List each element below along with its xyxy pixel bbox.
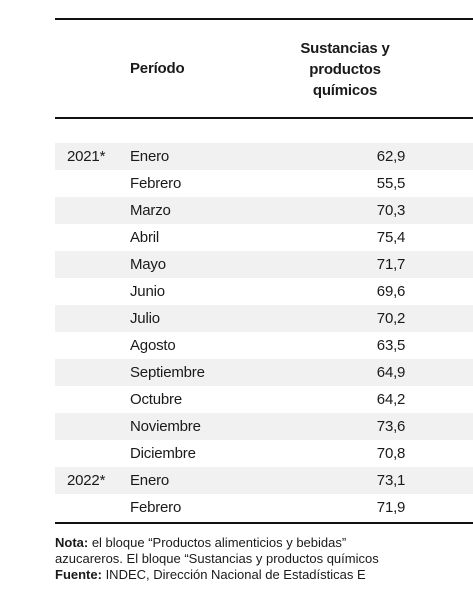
row-month: Septiembre	[130, 364, 205, 381]
row-month: Junio	[130, 283, 165, 300]
row-value: 64,9	[376, 364, 406, 381]
row-month: Diciembre	[130, 445, 196, 462]
row-year: 2021*	[67, 148, 106, 165]
table-row: Junio 69,6	[55, 278, 473, 305]
row-value: 62,9	[376, 148, 406, 165]
table-row: Octubre 64,2	[55, 386, 473, 413]
table-row: Mayo 71,7	[55, 251, 473, 278]
table-row: 2022* Enero 73,1	[55, 467, 473, 494]
header-column-line-1: Sustancias y	[300, 40, 390, 57]
row-value: 70,8	[376, 445, 406, 462]
row-value: 63,5	[376, 337, 406, 354]
row-month: Mayo	[130, 256, 166, 273]
table-row: Septiembre 64,9	[55, 359, 473, 386]
row-month: Abril	[130, 229, 160, 246]
row-value: 73,1	[376, 472, 406, 489]
source-label: Fuente:	[55, 567, 102, 582]
note-line-1: Nota: el bloque “Productos alimenticios …	[55, 535, 473, 551]
table-row: Agosto 63,5	[55, 332, 473, 359]
header-column-sustancias: Sustancias y productos químicos	[285, 38, 405, 101]
row-month: Febrero	[130, 499, 182, 516]
table-notes: Nota: el bloque “Productos alimenticios …	[55, 535, 473, 583]
row-value: 71,9	[376, 499, 406, 516]
row-month: Noviembre	[130, 418, 201, 435]
row-value: 75,4	[376, 229, 406, 246]
source-line: Fuente: INDEC, Dirección Nacional de Est…	[55, 567, 473, 583]
row-value: 71,7	[376, 256, 406, 273]
header-period: Período	[130, 60, 185, 77]
row-month: Enero	[130, 472, 170, 489]
table-row: Noviembre 73,6	[55, 413, 473, 440]
table-row: 2021* Enero 62,9	[55, 143, 473, 170]
table-row: Julio 70,2	[55, 305, 473, 332]
row-month: Julio	[130, 310, 160, 327]
table-row: Febrero 71,9	[55, 494, 473, 521]
header-column-line-2: productos	[309, 61, 381, 78]
row-value: 70,2	[376, 310, 406, 327]
row-value: 73,6	[376, 418, 406, 435]
row-month: Enero	[130, 148, 170, 165]
table-row: Abril 75,4	[55, 224, 473, 251]
table-top-rule	[55, 18, 473, 20]
row-value: 55,5	[376, 175, 406, 192]
table-body: 2021* Enero 62,9 Febrero 55,5 Marzo 70,3…	[55, 143, 473, 521]
table-row: Diciembre 70,8	[55, 440, 473, 467]
row-value: 69,6	[376, 283, 406, 300]
table-bottom-rule	[55, 522, 473, 524]
row-month: Octubre	[130, 391, 182, 408]
row-month: Febrero	[130, 175, 182, 192]
header-column-line-3: químicos	[312, 82, 378, 99]
row-month: Agosto	[130, 337, 176, 354]
note-text-1: el bloque “Productos alimenticios y bebi…	[88, 535, 347, 550]
row-value: 70,3	[376, 202, 406, 219]
header-bottom-rule	[55, 117, 473, 119]
table-row: Febrero 55,5	[55, 170, 473, 197]
source-text: INDEC, Dirección Nacional de Estadística…	[101, 567, 366, 582]
row-value: 64,2	[376, 391, 406, 408]
row-year: 2022*	[67, 472, 106, 489]
note-line-2: azucareros. El bloque “Sustancias y prod…	[55, 551, 379, 566]
note-label: Nota:	[55, 535, 89, 550]
table-row: Marzo 70,3	[55, 197, 473, 224]
row-month: Marzo	[130, 202, 171, 219]
